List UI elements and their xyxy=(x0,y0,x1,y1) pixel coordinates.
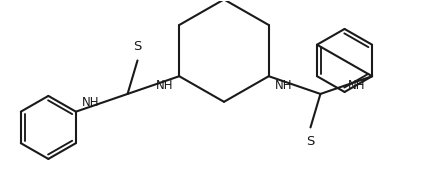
Text: S: S xyxy=(306,135,315,148)
Text: S: S xyxy=(133,40,142,53)
Text: NH: NH xyxy=(156,79,173,92)
Text: NH: NH xyxy=(275,79,293,92)
Text: NH: NH xyxy=(348,79,366,92)
Text: NH: NH xyxy=(82,96,100,109)
